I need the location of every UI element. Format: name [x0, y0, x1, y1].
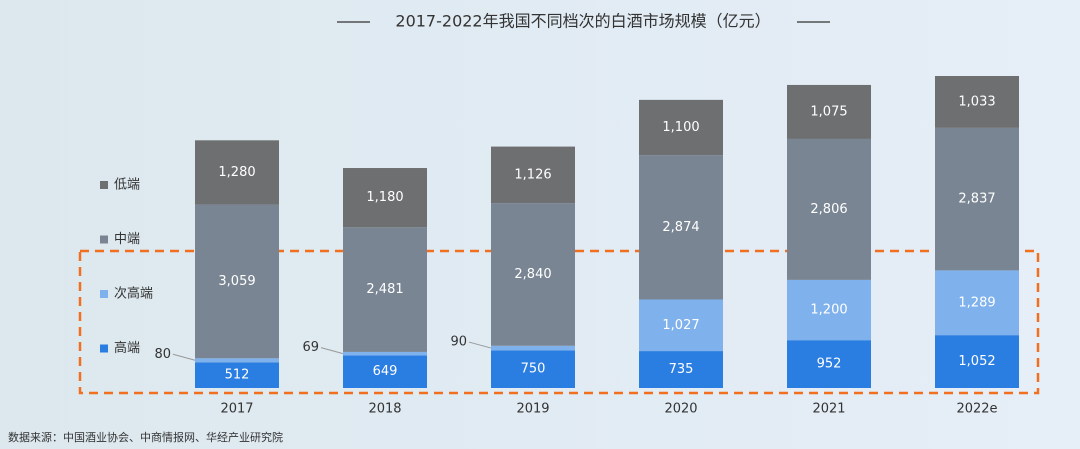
bar-segment	[935, 335, 1019, 388]
x-tick-label: 2020	[664, 402, 697, 417]
data-label: 1,075	[810, 104, 847, 119]
data-label: 2,837	[958, 192, 995, 207]
bar-segment	[787, 279, 871, 341]
bar-segment	[195, 358, 279, 363]
bar-segment	[935, 127, 1019, 271]
bar-segment	[491, 350, 575, 388]
x-tick-label: 2019	[516, 402, 549, 417]
bar-segment	[639, 299, 723, 352]
x-tick-label: 2017	[220, 402, 253, 417]
data-label: 952	[817, 357, 842, 372]
data-label: 69	[302, 340, 319, 355]
data-label: 649	[373, 364, 398, 379]
bar-segment	[343, 168, 427, 228]
legend-swatch	[100, 181, 108, 189]
data-label: 1,126	[514, 167, 551, 182]
bar-segment	[935, 76, 1019, 128]
data-label: 1,200	[810, 303, 847, 318]
data-label: 1,100	[662, 120, 699, 135]
source-note: 数据来源：中国酒业协会、中商情报网、华经产业研究院	[8, 430, 283, 444]
bar-segment	[787, 84, 871, 139]
chart-title: 2017-2022年我国不同档次的白酒市场规模（亿元）	[395, 12, 770, 31]
data-label: 2,806	[810, 202, 847, 217]
bar-segment	[787, 340, 871, 388]
data-label: 2,481	[366, 282, 403, 297]
data-label: 1,180	[366, 190, 403, 205]
data-label: 90	[450, 335, 467, 350]
bar-segment	[491, 146, 575, 204]
bar-segment	[639, 155, 723, 300]
data-label: 1,033	[958, 94, 995, 109]
leader-line	[172, 353, 196, 361]
data-label: 735	[669, 362, 694, 377]
bar-segment	[787, 138, 871, 280]
bar-segment	[491, 345, 575, 351]
x-tick-label: 2022e	[956, 402, 997, 417]
legend-label: 高端	[114, 340, 140, 356]
legend-label: 中端	[114, 232, 140, 247]
bar-segment	[343, 351, 427, 356]
data-label: 512	[225, 368, 250, 383]
bar-segment	[491, 203, 575, 346]
data-label: 1,027	[662, 318, 699, 333]
x-tick-label: 2018	[368, 402, 401, 417]
data-label: 2,840	[514, 267, 551, 282]
legend-label: 低端	[114, 178, 140, 193]
data-label: 3,059	[218, 274, 255, 289]
bar-segment	[639, 351, 723, 388]
legend-label: 次高端	[114, 286, 153, 302]
x-tick-label: 2021	[812, 402, 845, 417]
data-label: 1,280	[218, 165, 255, 180]
bar-segment	[195, 140, 279, 205]
data-label: 2,874	[662, 220, 699, 235]
bar-segment	[195, 204, 279, 359]
data-label: 750	[521, 362, 546, 377]
data-label: 80	[154, 347, 171, 362]
leader-line	[320, 347, 344, 355]
data-label: 1,052	[958, 354, 995, 369]
bar-segment	[343, 227, 427, 352]
bar-segment	[639, 99, 723, 156]
legend-swatch	[100, 235, 108, 244]
leader-line	[468, 341, 492, 349]
highlight-box	[78, 249, 1040, 395]
bar-segment	[935, 270, 1019, 336]
bar-segment	[195, 362, 279, 388]
bar-segment	[343, 355, 427, 388]
legend-swatch	[100, 344, 108, 353]
data-label: 1,289	[958, 295, 995, 310]
legend-swatch	[100, 290, 108, 298]
